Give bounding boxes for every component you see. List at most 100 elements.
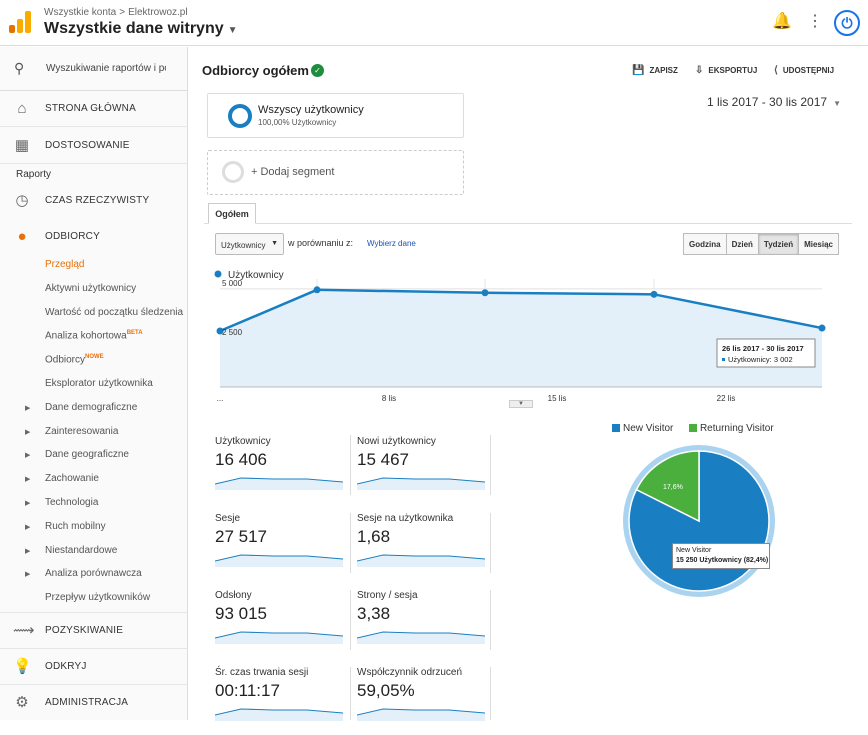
metric-value: 16 406 bbox=[215, 450, 267, 469]
nav-audience[interactable]: ● ODBIORCY bbox=[0, 219, 188, 255]
metric-label: Współczynnik odrzuceń bbox=[357, 667, 463, 678]
metric-sparkline bbox=[357, 631, 485, 644]
sidebar-item-label: Analiza kohortowa bbox=[45, 330, 127, 342]
sidebar-item-dane-geograficzne[interactable]: Dane geograficzne bbox=[45, 449, 129, 460]
nav-realtime[interactable]: ◷ CZAS RZECZYWISTY bbox=[0, 183, 188, 219]
sidebar-item-zachowanie[interactable]: Zachowanie bbox=[45, 473, 99, 484]
empty-ring-icon bbox=[222, 161, 244, 183]
metric-tile[interactable]: Strony / sesja 3,38 bbox=[357, 590, 490, 658]
expand-arrow-icon[interactable]: ▶ bbox=[25, 500, 31, 507]
metric-tile[interactable]: Odsłony 93 015 bbox=[215, 590, 348, 658]
metric-dropdown[interactable]: Użytkownicy ▼ bbox=[215, 233, 284, 255]
save-label: ZAPISZ bbox=[649, 66, 678, 75]
sidebar-item-przegląd[interactable]: Przegląd bbox=[45, 259, 84, 270]
tab-overview[interactable]: Ogółem bbox=[208, 203, 256, 224]
badge: NOWE bbox=[85, 354, 104, 361]
analytics-logo[interactable] bbox=[9, 11, 31, 33]
nav-acquisition[interactable]: ⟿ POZYSKIWANIE bbox=[0, 612, 188, 648]
sidebar-item-przepływ-użytkowników[interactable]: Przepływ użytkowników bbox=[45, 592, 150, 603]
granularity-day-button[interactable]: Dzień bbox=[725, 233, 759, 255]
sparkline-area bbox=[215, 632, 343, 644]
verified-icon: ✓ bbox=[311, 64, 324, 77]
metric-tile[interactable]: Użytkownicy 16 406 bbox=[215, 436, 348, 504]
expand-arrow-icon[interactable]: ▶ bbox=[25, 476, 31, 484]
sidebar-item-eksplorator-użytkownika[interactable]: Eksplorator użytkownika bbox=[45, 378, 153, 389]
breadcrumb[interactable]: Wszystkie konta > Elektrowoz.pl bbox=[44, 7, 188, 18]
share-button[interactable]: ⟨ UDOSTĘPNIJ bbox=[774, 65, 834, 76]
account-icon[interactable]: ⏻ bbox=[834, 10, 860, 36]
caret-down-icon: ▼ bbox=[271, 240, 278, 247]
report-area: Odbiorcy ogółem ✓ 💾 ZAPISZ ⇩ EKSPORTUJ ⟨ UD… bbox=[189, 47, 868, 721]
granularity-week-button[interactable]: Tydzień bbox=[757, 233, 800, 255]
search-icon: ⚲ bbox=[14, 60, 25, 76]
metric-value: 59,05% bbox=[357, 681, 415, 700]
property-selector[interactable]: Wszystkie dane witryny ▼ bbox=[44, 20, 238, 38]
expand-arrow-icon[interactable]: ▶ bbox=[25, 571, 31, 579]
granularity-month-button[interactable]: Miesiąc bbox=[798, 233, 839, 255]
sidebar-item-ruch-mobilny[interactable]: Ruch mobilny bbox=[45, 521, 106, 532]
segment-all-users[interactable]: Wszyscy użytkownicy 100,00% Użytkownicy bbox=[207, 93, 464, 138]
metric-sparkline bbox=[357, 477, 485, 490]
metric-tile[interactable]: Śr. czas trwania sesji 00:11:17 bbox=[215, 667, 348, 735]
lightbulb-icon: 💡 bbox=[13, 658, 32, 675]
metric-tile[interactable]: Współczynnik odrzuceń 59,05% bbox=[357, 667, 490, 735]
nav-discover-label: ODKRYJ bbox=[45, 661, 87, 672]
series-legend-label: Użytkownicy bbox=[228, 270, 284, 281]
search-input[interactable]: Wyszukiwanie raportów i pomocy bbox=[46, 63, 166, 74]
sidebar-item-analiza-kohortowa[interactable]: Analiza kohortowaBETA bbox=[45, 330, 143, 341]
visitor-type-pie-chart: 17,6% bbox=[623, 445, 775, 597]
search-box[interactable]: ⚲ Wyszukiwanie raportów i pomocy bbox=[0, 47, 188, 91]
expand-arrow-icon[interactable]: ▶ bbox=[25, 547, 31, 555]
chart-collapse-toggle[interactable]: ▼ bbox=[509, 400, 533, 408]
metric-tile[interactable]: Sesje na użytkownika 1,68 bbox=[357, 513, 490, 581]
metric-tile[interactable]: Sesje 27 517 bbox=[215, 513, 348, 581]
more-vert-icon[interactable]: ⋮ bbox=[807, 13, 823, 30]
top-bar: Wszystkie konta > Elektrowoz.pl Wszystkie … bbox=[0, 0, 868, 46]
sidebar-item-dane-demograficzne[interactable]: Dane demograficzne bbox=[45, 402, 137, 413]
caret-down-icon: ▼ bbox=[227, 25, 238, 36]
bell-icon[interactable]: 🔔 bbox=[772, 13, 792, 30]
sidebar-item-analiza-porównawcza[interactable]: Analiza porównawcza bbox=[45, 568, 142, 579]
sidebar-item-wartość-od-początku-śledzenia[interactable]: Wartość od początku śledzenia bbox=[45, 307, 183, 318]
nav-home[interactable]: ⌂ STRONA GŁÓWNA bbox=[0, 91, 188, 127]
expand-arrow-icon[interactable]: ▶ bbox=[25, 428, 31, 436]
series-area bbox=[220, 289, 822, 387]
sparkline-line bbox=[357, 708, 485, 716]
nav-discover[interactable]: 💡 ODKRYJ bbox=[0, 648, 188, 684]
sidebar-item-odbiorcy[interactable]: OdbiorcyNOWE bbox=[45, 354, 104, 365]
add-segment-button[interactable]: + Dodaj segment bbox=[207, 150, 464, 195]
metric-sparkline bbox=[215, 708, 343, 721]
breadcrumb-account-list[interactable]: Wszystkie konta bbox=[44, 7, 117, 18]
nav-customization[interactable]: ▦ DOSTOSOWANIE bbox=[0, 128, 188, 164]
x-tick-label: 22 lis bbox=[717, 394, 736, 403]
expand-arrow-icon[interactable]: ▶ bbox=[25, 404, 31, 412]
metric-tile[interactable]: Nowi użytkownicy 15 467 bbox=[357, 436, 490, 504]
metric-label: Nowi użytkownicy bbox=[357, 436, 436, 447]
sidebar-item-label: Technologia bbox=[45, 497, 99, 508]
sidebar-item-label: Zachowanie bbox=[45, 473, 99, 485]
sidebar-item-label: Eksplorator użytkownika bbox=[45, 378, 153, 389]
sidebar-item-niestandardowe[interactable]: Niestandardowe bbox=[45, 545, 117, 556]
date-range-picker[interactable]: 1 lis 2017 - 30 lis 2017 ▼ bbox=[707, 95, 841, 109]
sidebar-item-aktywni-użytkownicy[interactable]: Aktywni użytkownicy bbox=[45, 283, 136, 294]
nav-admin[interactable]: ⚙ ADMINISTRACJA bbox=[0, 684, 188, 720]
export-label: EKSPORTUJ bbox=[708, 66, 758, 75]
date-range-value: 1 lis 2017 - 30 lis 2017 bbox=[707, 95, 828, 109]
expand-arrow-icon[interactable]: ▶ bbox=[25, 523, 31, 531]
save-button[interactable]: 💾 ZAPISZ bbox=[632, 65, 678, 76]
sidebar-item-label: Przepływ użytkowników bbox=[45, 592, 151, 604]
y-tick-label: 2 500 bbox=[222, 328, 243, 337]
sidebar-item-label: Dane geograficzne bbox=[45, 449, 129, 461]
metric-value: 3,38 bbox=[357, 604, 391, 623]
pie-slice-label: 17,6% bbox=[663, 484, 683, 491]
compare-metric-link[interactable]: Wybierz dane bbox=[367, 239, 416, 248]
granularity-hour-button[interactable]: Godzina bbox=[683, 233, 727, 255]
divider bbox=[490, 435, 491, 495]
sidebar-item-technologia[interactable]: Technologia bbox=[45, 497, 98, 508]
sidebar-item-zainteresowania[interactable]: Zainteresowania bbox=[45, 426, 118, 437]
expand-arrow-icon[interactable]: ▶ bbox=[25, 452, 31, 460]
breadcrumb-account[interactable]: Elektrowoz.pl bbox=[128, 7, 188, 18]
export-button[interactable]: ⇩ EKSPORTUJ bbox=[695, 65, 757, 76]
compare-label: w porównaniu z: bbox=[288, 238, 354, 248]
series-legend-dot bbox=[214, 270, 222, 278]
